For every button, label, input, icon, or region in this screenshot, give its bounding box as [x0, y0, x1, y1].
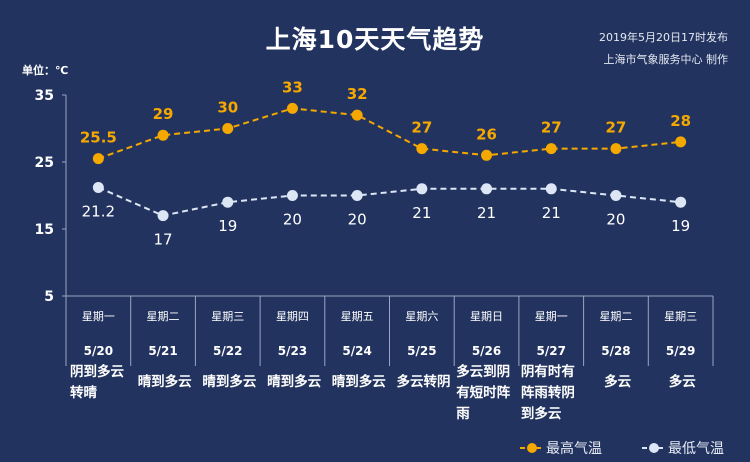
high-temp-label: 33: [282, 78, 303, 96]
weather-description: 阴到多云转晴: [70, 364, 124, 401]
low-temp-label: 19: [218, 217, 237, 235]
high-temp-label: 28: [670, 112, 691, 130]
high-temp-label: 27: [541, 119, 562, 137]
low-temp-point: [286, 190, 298, 201]
weather-description: 晴到多云: [331, 374, 386, 390]
high-temp-point: [545, 143, 557, 155]
date-label: 5/25: [407, 344, 436, 358]
producer: 上海市气象服务中心 制作: [603, 53, 729, 66]
date-label: 5/21: [148, 344, 177, 358]
weather-description: 晴到多云: [267, 374, 322, 390]
low-temp-label: 20: [348, 211, 367, 229]
low-temp-point: [351, 190, 363, 201]
y-tick-label: 5: [44, 289, 54, 305]
weekday-label: 星期六: [405, 310, 438, 323]
high-temp-point: [351, 109, 363, 121]
low-temp-line: [97, 186, 681, 217]
weekday-label: 星期五: [341, 310, 374, 323]
weekday-label: 星期一: [82, 310, 115, 323]
low-temp-label: 21: [542, 204, 561, 222]
weather-description: 晴到多云: [137, 374, 192, 390]
publish-time: 2019年5月20日17时发布: [599, 31, 728, 44]
date-label: 5/26: [472, 344, 501, 358]
publish-info: 2019年5月20日17时发布 上海市气象服务中心 制作: [599, 27, 728, 71]
low-temp-point: [222, 196, 234, 208]
legend-low-label: 最低气温: [668, 441, 724, 457]
high-temp-label: 27: [606, 119, 627, 137]
y-tick-label: 35: [35, 88, 54, 104]
high-temp-label: 30: [217, 99, 238, 117]
weekday-label: 星期三: [211, 310, 244, 323]
date-label: 5/28: [601, 344, 630, 358]
low-temp-label: 21: [412, 204, 431, 222]
weekday-label: 星期日: [470, 310, 503, 323]
high-temp-point: [416, 143, 428, 155]
low-temp-point: [675, 196, 687, 208]
low-temp-label: 21.2: [82, 202, 115, 220]
low-temp-point: [157, 210, 169, 222]
date-label: 5/20: [84, 344, 113, 358]
low-temp-label: 20: [606, 211, 625, 229]
low-temp-point: [545, 183, 557, 195]
high-temp-point: [481, 149, 493, 161]
low-temp-point: [416, 183, 428, 195]
weather-description: 阴有时有阵雨转阴到多云: [520, 364, 575, 422]
date-label: 5/24: [342, 344, 371, 358]
date-label: 5/27: [537, 344, 566, 358]
weather-description: 多云到阴有短时阵雨: [456, 364, 511, 422]
weekday-label: 星期二: [147, 310, 180, 323]
low-temp-point: [481, 183, 493, 195]
date-label: 5/23: [278, 344, 307, 358]
date-label: 5/29: [666, 344, 695, 358]
low-temp-point: [610, 190, 622, 201]
low-temp-label: 19: [671, 217, 690, 235]
unit-label: 单位：℃: [22, 64, 69, 77]
high-temp-point: [675, 136, 687, 148]
weather-description: 多云转阴: [396, 374, 451, 390]
chart-title: 上海10天天气趋势: [265, 25, 485, 54]
high-temp-point: [222, 123, 234, 134]
legend-high: 最高气温: [520, 438, 602, 458]
legend-low: 最低气温: [642, 438, 724, 458]
low-temp-label: 17: [154, 231, 173, 249]
legend-high-marker-icon: [520, 443, 542, 453]
low-temp-label: 20: [283, 211, 302, 229]
high-temp-label: 25.5: [80, 129, 117, 147]
weather-description: 多云: [604, 374, 632, 390]
high-temp-label: 26: [476, 125, 497, 143]
weekday-label: 星期三: [664, 310, 697, 323]
high-temp-label: 27: [411, 119, 432, 137]
high-temp-line: [98, 107, 681, 160]
high-temp-point: [157, 129, 169, 141]
weekday-label: 星期二: [599, 310, 632, 323]
weather-description: 晴到多云: [202, 374, 257, 390]
y-tick-label: 25: [35, 155, 54, 171]
high-temp-label: 29: [153, 105, 174, 123]
low-temp-label: 21: [477, 204, 496, 222]
legend-high-label: 最高气温: [546, 441, 602, 457]
weekday-label: 星期四: [276, 310, 309, 323]
date-label: 5/22: [213, 344, 242, 358]
high-temp-point: [610, 143, 622, 155]
low-temp-point: [92, 181, 104, 193]
high-temp-point: [92, 153, 104, 165]
high-temp-point: [286, 102, 298, 114]
weather-description: 多云: [668, 374, 696, 390]
y-tick-label: 15: [35, 222, 54, 238]
weekday-label: 星期一: [535, 310, 568, 323]
legend-low-marker-icon: [642, 443, 664, 453]
high-temp-label: 32: [347, 85, 368, 103]
